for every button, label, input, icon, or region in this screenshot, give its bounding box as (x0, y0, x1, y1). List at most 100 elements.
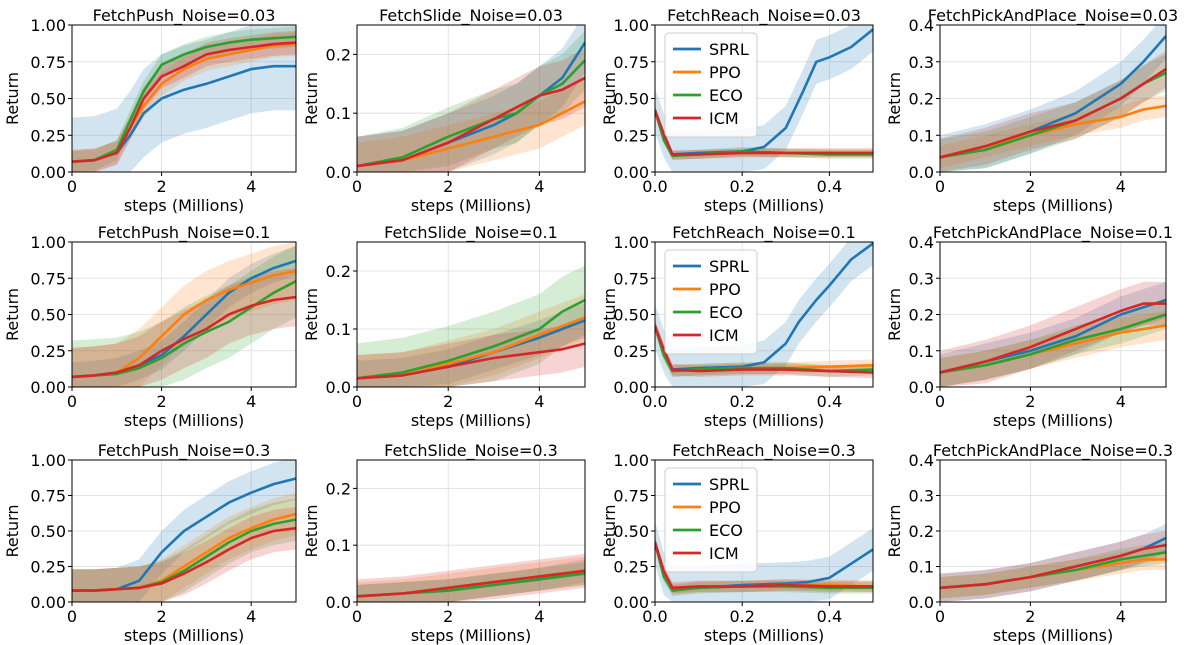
x-axis-label: steps (Millions) (704, 196, 824, 215)
y-tick-label: 0.2 (909, 522, 934, 541)
legend-label-sprl: SPRL (709, 257, 749, 276)
axes-frame (71, 24, 297, 173)
y-tick-label: 0.1 (909, 126, 934, 145)
x-axis-label: steps (Millions) (704, 626, 824, 645)
series-band-icm (72, 268, 296, 387)
chart-title: FetchReach_Noise=0.03 (667, 6, 861, 26)
series-line-icm (655, 109, 873, 156)
series-line-eco (940, 313, 1166, 374)
chart-title: FetchPickAndPlace_Noise=0.1 (933, 223, 1173, 243)
x-axis-label: steps (Millions) (411, 411, 531, 430)
x-tick-label: 0.2 (729, 607, 754, 626)
x-axis-label: steps (Millions) (124, 196, 244, 215)
series-line-icm (655, 325, 873, 374)
y-tick-label: 0.00 (613, 378, 649, 397)
x-tick-label: 0 (67, 177, 77, 196)
series-line-icm (357, 76, 585, 168)
legend-label-ppo: PPO (709, 280, 741, 299)
legend-label-sprl: SPRL (709, 475, 749, 494)
series-band-ppo (357, 294, 585, 387)
y-axis-label: Return (600, 504, 619, 557)
x-tick-label: 2 (1025, 177, 1035, 196)
y-tick-label: 0.2 (326, 45, 351, 64)
y-tick-label: 0.1 (909, 342, 934, 361)
series-band-sprl (72, 246, 296, 387)
axes-frame (654, 24, 874, 173)
y-tick-label: 0.4 (909, 16, 934, 35)
x-tick-label: 0 (935, 607, 945, 626)
chart-panel: 0 2 4 0.0 0.1 0.2 0.3 0.4FetchPickAndPlace_Nois… (885, 441, 1173, 645)
y-tick-label: 0.1 (326, 536, 351, 555)
y-tick-label: 0.1 (326, 320, 351, 339)
x-tick-label: 2 (443, 607, 453, 626)
x-tick-label: 0 (352, 392, 362, 411)
y-tick-label: 0.75 (30, 53, 66, 72)
y-axis-label: Return (3, 504, 22, 557)
chart-title: FetchSlide_Noise=0.1 (384, 223, 558, 243)
axes-frame (71, 241, 297, 388)
x-tick-label: 4 (534, 177, 544, 196)
axes-frame (71, 459, 297, 603)
x-tick-label: 4 (246, 177, 256, 196)
series-band-icm (357, 553, 585, 602)
y-tick-label: 0.3 (909, 53, 934, 72)
y-tick-label: 0.50 (613, 522, 649, 541)
y-tick-label: 0.00 (613, 593, 649, 612)
series-band-icm (357, 48, 585, 172)
chart-panel: 0.0 0.2 0.4 0.00 0.25 0.50 0.75 1.00 FetchReach_… (600, 441, 874, 645)
legend-label-eco: ECO (709, 521, 743, 540)
chart-title: FetchPickAndPlace_Noise=0.3 (933, 441, 1173, 461)
series-band-ppo (357, 556, 585, 602)
axes-frame (939, 241, 1167, 388)
x-tick-label: 0.2 (729, 392, 754, 411)
y-tick-label: 0.50 (613, 90, 649, 109)
x-tick-label: 4 (534, 392, 544, 411)
y-tick-label: 0.25 (613, 126, 649, 145)
legend (664, 32, 758, 138)
series-band-sprl (72, 25, 296, 172)
axes-frame (939, 24, 1167, 173)
y-tick-label: 0.4 (909, 451, 934, 470)
y-tick-label: 0.0 (909, 593, 934, 612)
axes-frame (356, 24, 586, 173)
chart-title: FetchReach_Noise=0.3 (672, 441, 856, 461)
y-tick-label: 0.25 (613, 342, 649, 361)
series-band-ppo (940, 94, 1166, 169)
legend-label-sprl: SPRL (709, 40, 749, 59)
x-tick-label: 2 (443, 392, 453, 411)
y-tick-label: 0.2 (326, 262, 351, 281)
y-tick-label: 0.0 (326, 378, 351, 397)
x-axis-label: steps (Millions) (704, 411, 824, 430)
series-band-ppo (655, 320, 873, 377)
legend (664, 249, 758, 355)
y-tick-label: 1.00 (613, 16, 649, 35)
chart-title: FetchSlide_Noise=0.03 (379, 6, 563, 26)
axes-frame (939, 459, 1167, 603)
y-tick-label: 0.25 (30, 342, 66, 361)
chart-panel: 0.0 0.2 0.4 0.00 0.25 0.50 0.75 1.00 FetchReach_… (600, 6, 874, 215)
x-tick-label: 0.4 (817, 392, 842, 411)
y-tick-label: 0.75 (613, 269, 649, 288)
y-tick-label: 0.4 (909, 233, 934, 252)
series-band-icm (940, 531, 1166, 602)
y-tick-label: 0.2 (326, 479, 351, 498)
series-band-icm (72, 506, 296, 602)
x-axis-label: steps (Millions) (124, 411, 244, 430)
legend-label-eco: ECO (709, 86, 743, 105)
series-line-eco (357, 59, 585, 168)
series-band-eco (357, 265, 585, 387)
series-band-ppo (72, 492, 296, 602)
chart-title: FetchPickAndPlace_Noise=0.03 (928, 6, 1178, 26)
x-tick-label: 4 (1116, 392, 1126, 411)
y-axis-label: Return (302, 504, 321, 557)
y-axis-label: Return (600, 72, 619, 125)
series-line-icm (72, 526, 296, 592)
series-band-ppo (357, 77, 585, 172)
series-band-sprl (357, 302, 585, 387)
y-tick-label: 1.00 (30, 16, 66, 35)
legend-label-ppo: PPO (709, 498, 741, 517)
y-axis-label: Return (600, 288, 619, 341)
chart-title: FetchPush_Noise=0.1 (98, 223, 271, 243)
y-tick-label: 0.00 (30, 593, 66, 612)
